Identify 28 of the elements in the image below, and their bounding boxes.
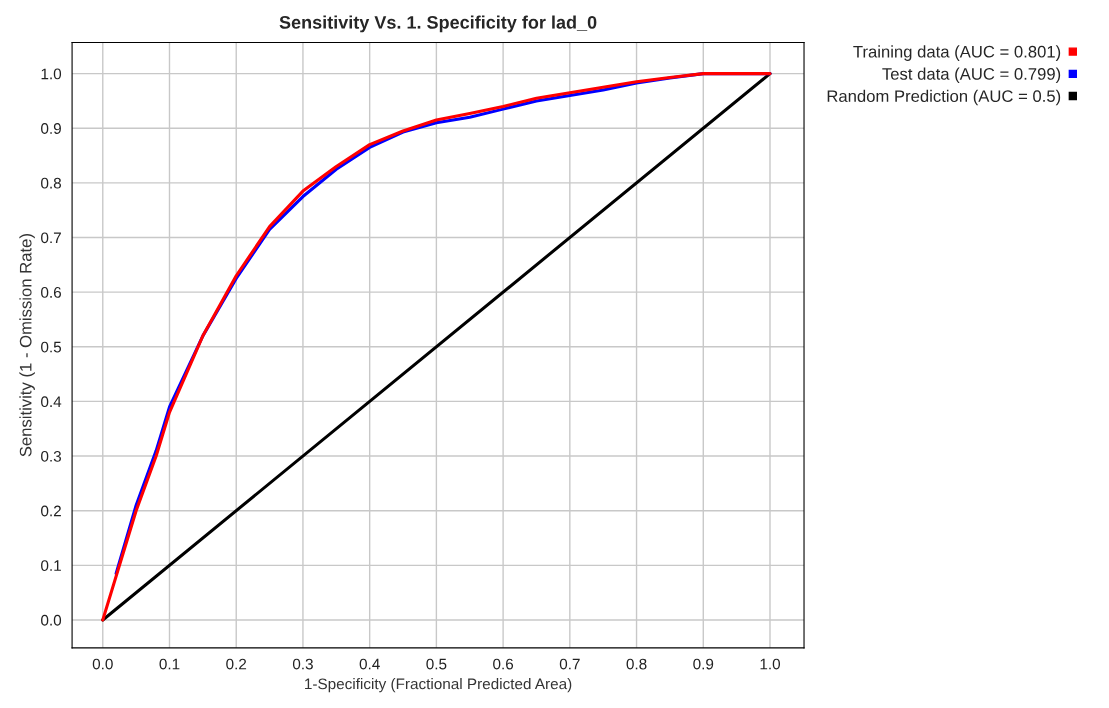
x-tick-label: 0.9 [693, 658, 714, 670]
chart-title: Sensitivity Vs. 1. Specificity for lad_0 [279, 15, 597, 33]
y-axis-title: Sensitivity (1 - Omission Rate) [19, 234, 35, 457]
x-tick-label: 0.0 [92, 658, 113, 670]
y-tick-label: 0.4 [41, 396, 62, 408]
x-tick-label: 0.8 [626, 658, 647, 670]
x-tick-label: 1.0 [760, 658, 781, 670]
x-tick-label: 0.3 [292, 658, 313, 670]
x-tick-label: 0.4 [359, 658, 380, 670]
legend-label: Training data (AUC = 0.801) [853, 45, 1061, 61]
x-tick-label: 0.1 [159, 658, 180, 670]
x-tick-label: 0.2 [226, 658, 247, 670]
legend-label: Test data (AUC = 0.799) [882, 67, 1061, 84]
y-tick-label: 0.1 [41, 560, 61, 572]
x-tick-label: 0.5 [426, 658, 447, 670]
y-tick-label: 0.0 [41, 614, 62, 626]
x-tick-label: 0.6 [493, 658, 514, 670]
x-tick-label: 0.7 [559, 658, 580, 670]
legend-label: Random Prediction (AUC = 0.5) [827, 89, 1061, 106]
y-tick-label: 0.7 [41, 232, 61, 244]
y-tick-label: 0.5 [41, 341, 62, 353]
x-axis-title: 1-Specificity (Fractional Predicted Area) [305, 678, 572, 693]
y-tick-label: 1.0 [41, 68, 62, 80]
y-tick-label: 0.9 [41, 123, 61, 134]
y-tick-label: 0.8 [41, 177, 62, 189]
y-tick-label: 0.2 [41, 505, 61, 517]
y-tick-label: 0.3 [41, 450, 61, 462]
y-tick-label: 0.6 [41, 287, 61, 298]
